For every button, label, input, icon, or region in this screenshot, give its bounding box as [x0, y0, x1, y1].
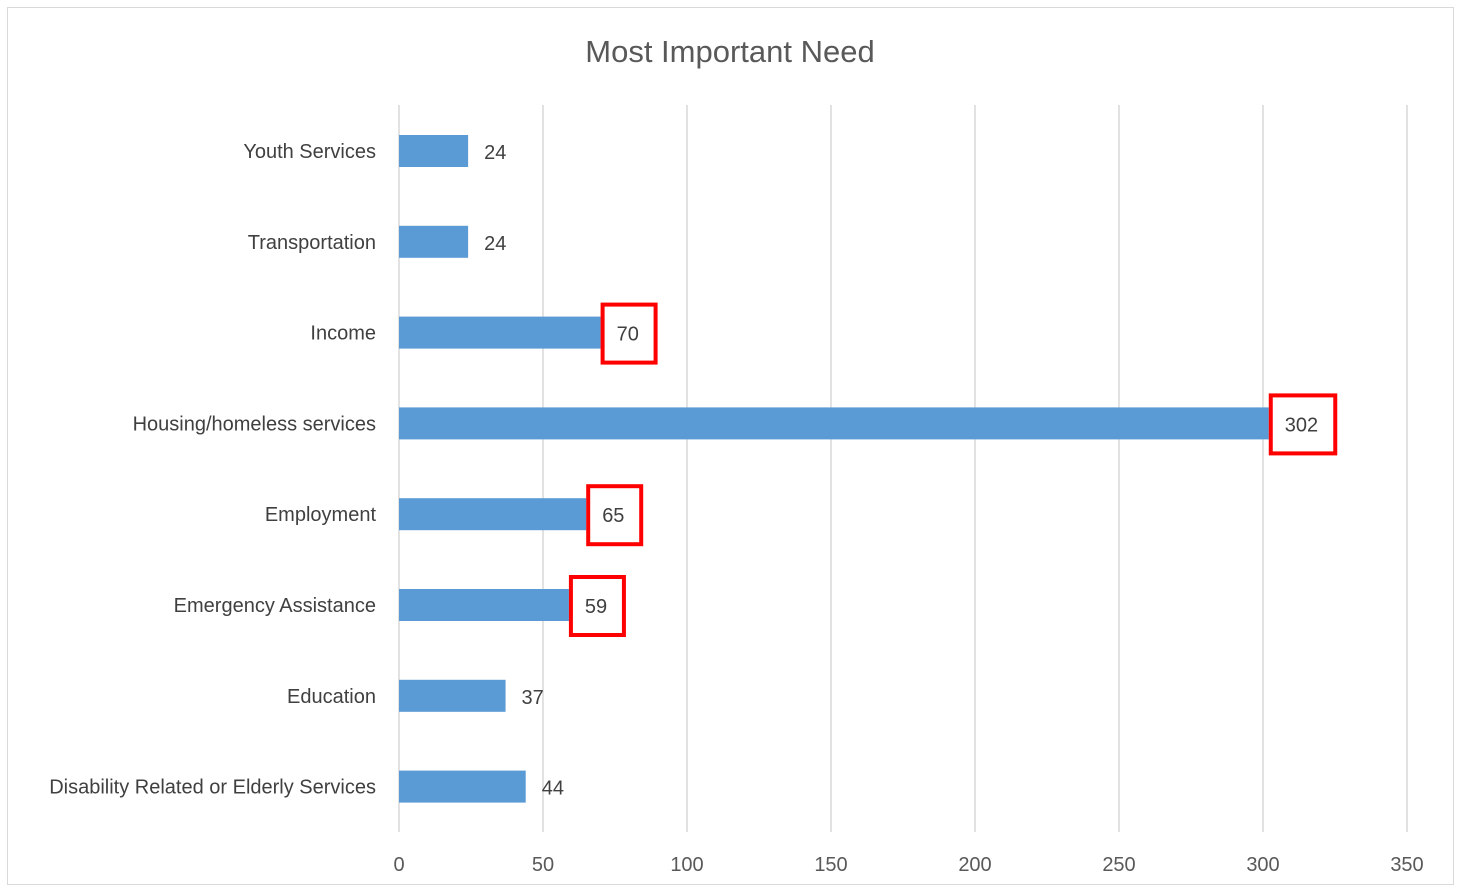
bar	[399, 770, 526, 803]
x-tick-label: 150	[814, 854, 847, 876]
category-label: Youth Services	[243, 141, 376, 163]
x-tick-label: 350	[1390, 854, 1423, 876]
x-tick-label: 0	[393, 854, 404, 876]
x-tick-label: 50	[532, 854, 554, 876]
chart-frame	[7, 7, 1454, 885]
category-label: Disability Related or Elderly Services	[49, 777, 376, 799]
bar	[399, 407, 1269, 440]
data-label: 24	[484, 142, 506, 164]
category-label: Employment	[265, 504, 377, 526]
data-label: 302	[1285, 414, 1318, 436]
category-label: Income	[310, 323, 376, 345]
bars	[399, 135, 1269, 803]
category-label: Emergency Assistance	[174, 595, 376, 617]
bar	[399, 498, 587, 531]
highlight-box	[1268, 393, 1338, 456]
x-tick-label: 200	[958, 854, 991, 876]
bar	[399, 135, 469, 167]
highlight-box	[586, 484, 644, 547]
highlight-box	[600, 302, 658, 365]
data-label: 59	[585, 596, 607, 618]
gridlines	[398, 105, 1408, 832]
bar	[399, 225, 469, 258]
x-tick-label: 100	[670, 854, 703, 876]
category-label: Transportation	[248, 232, 376, 254]
data-label: 65	[602, 505, 624, 527]
x-tick-label: 300	[1246, 854, 1279, 876]
x-tick-label: 250	[1102, 854, 1135, 876]
data-label: 70	[617, 324, 639, 346]
chart-title: Most Important Need	[585, 34, 874, 69]
data-label: 24	[484, 233, 506, 255]
data-label: 37	[522, 687, 544, 709]
data-label: 44	[542, 778, 564, 800]
bar	[399, 316, 601, 349]
category-label: Education	[287, 686, 376, 708]
category-label: Housing/homeless services	[133, 413, 376, 435]
highlight-box	[568, 575, 626, 637]
bar	[399, 679, 506, 712]
bar	[399, 589, 569, 621]
labels: 0 50 100 150 200 250 300 350 Youth Services 24 Tra…	[49, 141, 1423, 876]
